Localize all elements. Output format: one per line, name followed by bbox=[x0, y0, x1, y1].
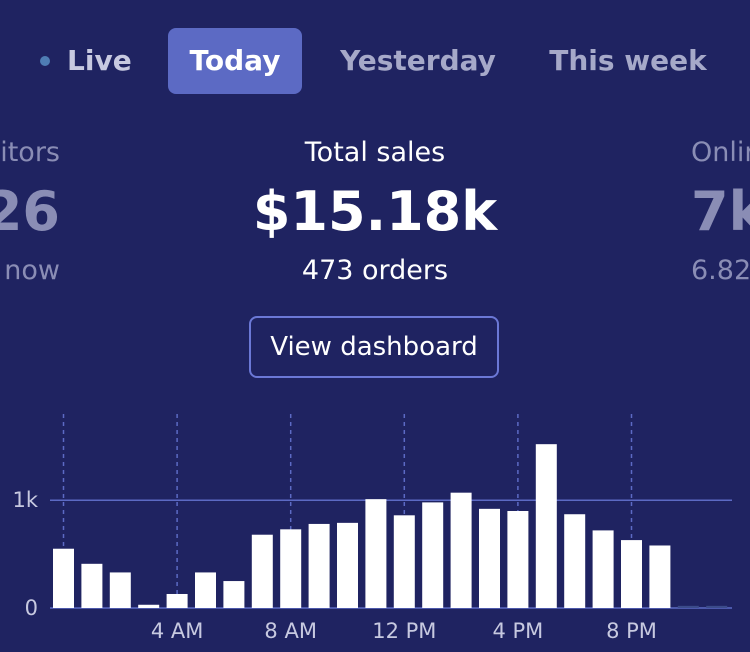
chart-svg: 0 1k 4 AM 8 AM 12 PM 4 PM 8 PM bbox=[12, 414, 732, 643]
date-range-tabs: Live Today Yesterday This week bbox=[0, 0, 750, 120]
bar-3-pm[interactable] bbox=[479, 508, 500, 608]
bar-1-am[interactable] bbox=[81, 563, 103, 608]
x-tick-label: 4 AM bbox=[151, 619, 204, 643]
metric-value: $15.18k bbox=[252, 180, 498, 243]
bar-6-am[interactable] bbox=[223, 581, 245, 608]
bar-4-am[interactable] bbox=[166, 593, 188, 608]
bar-3-am[interactable] bbox=[138, 604, 160, 608]
metric-value: 26 bbox=[0, 180, 60, 243]
bar-12-am[interactable] bbox=[53, 548, 74, 608]
metric-subtext: now bbox=[4, 255, 60, 286]
y-tick-label: 1k bbox=[12, 488, 38, 512]
metric-card-visitors[interactable]: itors 26 now bbox=[0, 130, 60, 294]
tab-live[interactable]: Live bbox=[38, 28, 138, 94]
x-tick-label: 8 PM bbox=[606, 619, 657, 643]
bar-11-am[interactable] bbox=[365, 499, 387, 608]
bar-5-pm[interactable] bbox=[535, 444, 557, 608]
metric-card-total-sales[interactable]: Total sales $15.18k 473 orders bbox=[225, 130, 525, 294]
x-tick-label: 4 PM bbox=[492, 619, 543, 643]
metric-subtext: 6.82 bbox=[691, 255, 750, 286]
metric-label: Onlin bbox=[691, 137, 750, 168]
bar-9-am[interactable] bbox=[308, 523, 330, 608]
bar-5-am[interactable] bbox=[195, 572, 216, 608]
metric-card-online[interactable]: Onlin 7k 6.82 bbox=[691, 130, 750, 294]
bar-7-am[interactable] bbox=[251, 534, 273, 608]
bar-12-pm[interactable] bbox=[393, 515, 415, 608]
bar-8-pm[interactable] bbox=[621, 540, 642, 608]
metric-value: 7k bbox=[691, 180, 750, 243]
tab-yesterday[interactable]: Yesterday bbox=[340, 44, 496, 77]
bar-1-pm[interactable] bbox=[422, 502, 444, 608]
x-tick-label: 8 AM bbox=[264, 619, 317, 643]
bar-8-am[interactable] bbox=[280, 529, 302, 608]
view-dashboard-button[interactable]: View dashboard bbox=[249, 316, 499, 378]
bar-10-pm[interactable] bbox=[677, 605, 699, 608]
sales-bar-chart: 0 1k 4 AM 8 AM 12 PM 4 PM 8 PM bbox=[0, 400, 750, 652]
bar-2-pm[interactable] bbox=[450, 492, 472, 608]
bar-11-pm[interactable] bbox=[706, 605, 728, 608]
y-tick-label: 0 bbox=[25, 596, 38, 620]
bar-4-pm[interactable] bbox=[507, 511, 529, 608]
bar-2-am[interactable] bbox=[109, 572, 131, 608]
tab-live-label: Live bbox=[67, 44, 132, 77]
bar-7-pm[interactable] bbox=[592, 530, 614, 608]
bar-6-pm[interactable] bbox=[564, 514, 586, 608]
bar-10-am[interactable] bbox=[337, 522, 358, 608]
metric-subtext: 473 orders bbox=[301, 255, 449, 286]
bar-9-pm[interactable] bbox=[649, 545, 671, 608]
live-dot-icon bbox=[40, 56, 50, 66]
x-tick-label: 12 PM bbox=[372, 619, 436, 643]
metric-label: Total sales bbox=[304, 137, 446, 168]
metric-label: itors bbox=[0, 137, 60, 168]
tab-this-week[interactable]: This week bbox=[549, 44, 707, 77]
tab-today[interactable]: Today bbox=[168, 28, 302, 94]
